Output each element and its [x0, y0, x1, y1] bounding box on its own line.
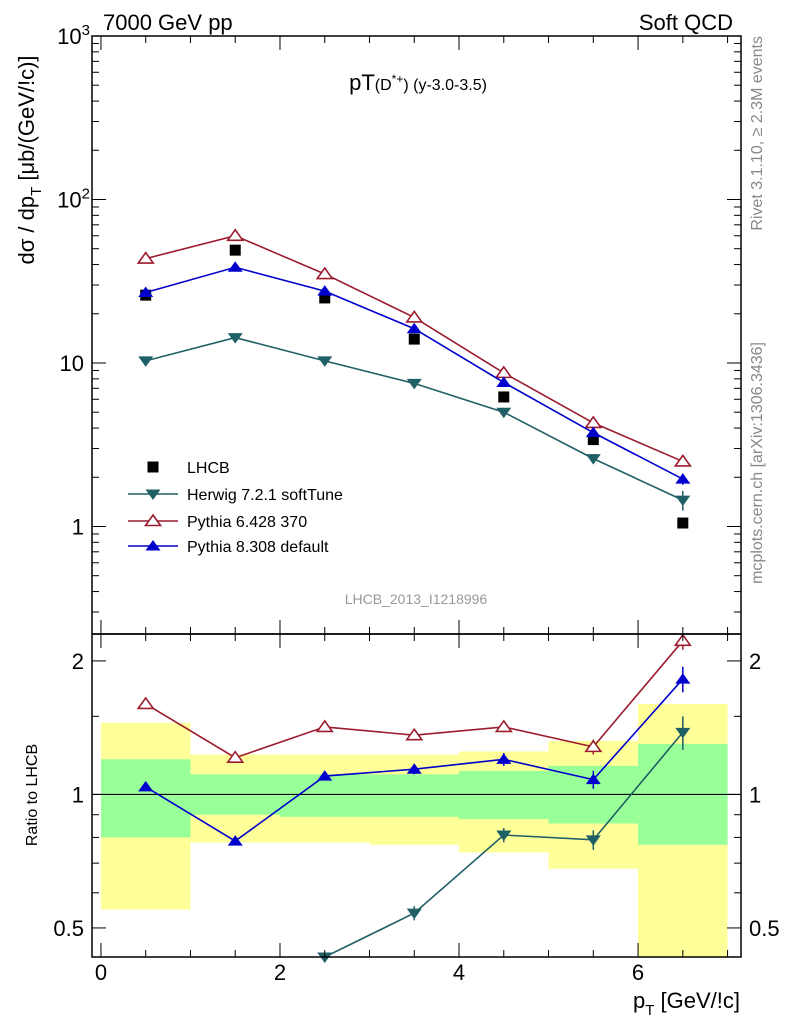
- data-point: [405, 310, 424, 323]
- data-point: [585, 454, 601, 465]
- y-axis-label: dσ / dpT [μb/(GeV/!c)]: [14, 55, 45, 264]
- ratio-point: [315, 719, 334, 733]
- ratio-point: [585, 835, 601, 846]
- ratio-point: [585, 773, 601, 785]
- data-point: [585, 426, 601, 438]
- data-point: [138, 356, 154, 367]
- data-point: [138, 286, 154, 297]
- legend-item: Pythia 8.308 default: [128, 539, 329, 556]
- legend-marker: [147, 461, 159, 473]
- y-tick-label: 10: [60, 351, 84, 376]
- x-tick-label: 2: [274, 960, 286, 985]
- ratio-series-herwig-7-2-1-softtune: [317, 716, 691, 963]
- ratio-plot: 0.5 0.5 1 1 2 2 0 2 4 6 Ratio to LHCB pT [GeV/!c]: [24, 633, 780, 1019]
- legend-marker: [145, 489, 161, 500]
- data-point: [498, 391, 510, 403]
- y-tick-label: 102: [57, 185, 90, 212]
- series-line: [145, 266, 684, 480]
- rivet-label: Rivet 3.1.10, ≥ 2.3M events: [749, 36, 766, 231]
- legend-label: Pythia 6.428 370: [187, 514, 307, 531]
- ratio-point: [226, 750, 245, 764]
- ratio-point: [317, 770, 333, 781]
- mcplots-label: mcplots.cern.ch [arXiv:1306.3436]: [749, 342, 766, 584]
- data-point: [677, 517, 689, 529]
- data-point: [229, 244, 241, 256]
- y-tick-label: 103: [57, 22, 90, 49]
- ratio-y-tick-label: 1: [72, 782, 84, 807]
- legend-label: Pythia 8.308 default: [187, 539, 329, 556]
- ratio-y-tick-label: 2: [72, 649, 84, 674]
- ratio-y-axis-label: Ratio to LHCB: [24, 744, 41, 846]
- legend-marker: [145, 540, 161, 551]
- ratio-point: [138, 780, 154, 792]
- ratio-point: [675, 673, 691, 684]
- inner-band: [100, 759, 191, 838]
- ratio-plot-frame: [91, 633, 742, 958]
- x-axis-label: pT [GeV/!c]: [633, 988, 740, 1019]
- ratio-point: [406, 908, 422, 920]
- x-tick-label: 6: [632, 960, 644, 985]
- ratio-point: [136, 696, 155, 710]
- data-point: [673, 454, 692, 467]
- legend-label: LHCB: [187, 460, 230, 477]
- data-point: [406, 378, 422, 390]
- y-tick-label: 1: [72, 514, 84, 539]
- ratio-point: [406, 763, 422, 774]
- legend-item: LHCB: [147, 460, 230, 477]
- ratio-y-tick-label-right: 0.5: [749, 916, 780, 941]
- data-point: [226, 228, 245, 242]
- ratio-y-tick-label: 0.5: [53, 916, 84, 941]
- ratio-point: [496, 830, 512, 842]
- data-point: [136, 251, 155, 264]
- data-point: [406, 322, 422, 334]
- ratio-y-tick-label-right: 2: [749, 649, 761, 674]
- legend: LHCB Herwig 7.2.1 softTune Pythia 6.428 37…: [128, 460, 343, 556]
- data-point: [584, 415, 603, 429]
- series-herwig-7-2-1-softtune: [138, 333, 691, 507]
- data-point: [319, 292, 331, 304]
- legend-label: Herwig 7.2.1 softTune: [187, 487, 343, 504]
- data-point: [494, 365, 513, 379]
- header-left: 7000 GeV pp: [103, 10, 233, 35]
- data-point: [227, 333, 243, 344]
- data-point: [408, 333, 420, 345]
- header-right: Soft QCD: [639, 10, 733, 35]
- series-pythia-6-428-370: [136, 228, 692, 467]
- data-point: [587, 434, 599, 446]
- analysis-label: LHCB_2013_I1218996: [345, 591, 488, 607]
- ratio-y-tick-label-right: 1: [749, 782, 761, 807]
- chart-title: pT(D*+) (y-3.0-3.5): [349, 70, 487, 95]
- inner-band: [369, 774, 460, 817]
- data-point: [496, 407, 512, 419]
- ratio-series-pythia-8-308-default: [138, 666, 691, 846]
- legend-item: Pythia 6.428 370: [128, 513, 307, 531]
- data-point: [317, 285, 333, 296]
- ratio-point: [227, 835, 243, 846]
- x-tick-label: 4: [453, 960, 465, 985]
- inner-band: [279, 774, 370, 817]
- data-point: [227, 261, 243, 272]
- ratio-point: [584, 739, 603, 753]
- ratio-point: [496, 753, 512, 764]
- series-pythia-8-308-default: [138, 261, 691, 484]
- main-plot: 1 10 102 103 pT(D*+) (y-3.0-3.5) dσ / dpT [μb…: [14, 22, 742, 635]
- legend-item: Herwig 7.2.1 softTune: [128, 487, 343, 504]
- ratio-point: [405, 727, 424, 741]
- data-point: [317, 356, 333, 367]
- ratio-series-pythia-6-428-370: [136, 633, 692, 764]
- x-tick-label: 0: [95, 960, 107, 985]
- legend-marker: [143, 513, 163, 527]
- data-point: [315, 266, 334, 280]
- data-point: [496, 376, 512, 387]
- ratio-point: [675, 727, 691, 739]
- ratio-point: [494, 719, 513, 733]
